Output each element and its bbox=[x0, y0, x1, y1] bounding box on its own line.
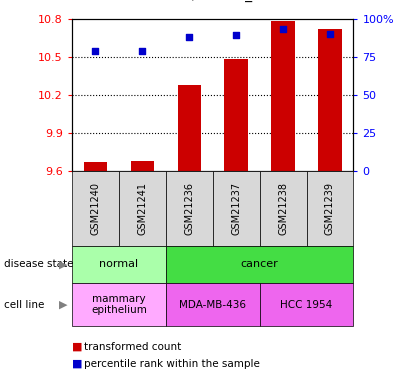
Text: mammary
epithelium: mammary epithelium bbox=[91, 294, 147, 315]
Text: GSM21237: GSM21237 bbox=[231, 182, 241, 235]
Text: GDS817 / 32695_at: GDS817 / 32695_at bbox=[131, 0, 266, 2]
Text: ■: ■ bbox=[72, 359, 83, 369]
Bar bbox=[318, 29, 342, 171]
Text: disease state: disease state bbox=[4, 260, 74, 269]
Bar bbox=[178, 85, 201, 171]
Bar bbox=[271, 21, 295, 171]
Point bbox=[186, 34, 192, 40]
Text: transformed count: transformed count bbox=[84, 342, 182, 352]
Text: GSM21239: GSM21239 bbox=[325, 182, 335, 235]
Text: ■: ■ bbox=[72, 342, 83, 352]
Text: GSM21241: GSM21241 bbox=[137, 182, 147, 235]
Point bbox=[139, 48, 145, 54]
Point bbox=[327, 31, 333, 37]
Point bbox=[233, 33, 240, 39]
Text: ▶: ▶ bbox=[59, 260, 68, 269]
Text: MDA-MB-436: MDA-MB-436 bbox=[179, 300, 246, 310]
Point bbox=[280, 26, 286, 32]
Bar bbox=[84, 162, 107, 171]
Text: cancer: cancer bbox=[241, 260, 279, 269]
Bar bbox=[131, 160, 154, 171]
Text: GSM21238: GSM21238 bbox=[278, 182, 288, 235]
Text: normal: normal bbox=[99, 260, 139, 269]
Text: percentile rank within the sample: percentile rank within the sample bbox=[84, 359, 260, 369]
Text: GSM21240: GSM21240 bbox=[90, 182, 100, 235]
Text: ▶: ▶ bbox=[59, 300, 68, 310]
Point bbox=[92, 48, 99, 54]
Text: HCC 1954: HCC 1954 bbox=[280, 300, 332, 310]
Bar bbox=[224, 59, 248, 171]
Text: cell line: cell line bbox=[4, 300, 44, 310]
Text: GSM21236: GSM21236 bbox=[184, 182, 194, 235]
